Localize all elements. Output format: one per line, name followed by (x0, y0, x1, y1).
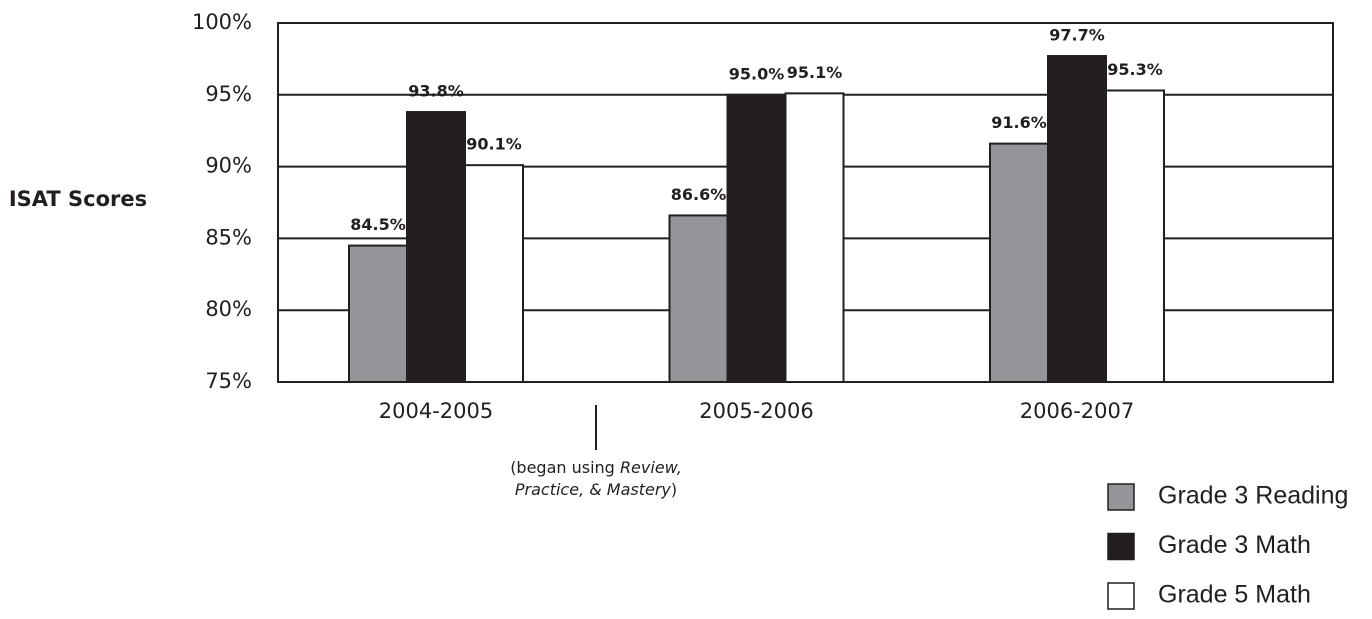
value-label: 95.3% (1107, 60, 1163, 79)
x-tick-label: 2005-2006 (699, 399, 813, 423)
bar (1047, 55, 1107, 383)
y-tick-label: 85% (205, 225, 252, 249)
value-label: 95.1% (787, 63, 843, 82)
x-tick-label: 2004-2005 (379, 399, 493, 423)
annotation-text: ) (671, 480, 677, 499)
annotation-text: Review, (620, 458, 682, 477)
bar (989, 142, 1049, 383)
bar (784, 92, 845, 383)
legend-label: Grade 3 Reading (1158, 482, 1348, 510)
legend-swatch (1107, 532, 1135, 561)
legend-label: Grade 5 Math (1158, 581, 1311, 609)
y-tick-label: 75% (205, 369, 252, 393)
y-tick-label: 100% (192, 10, 252, 34)
bar (348, 244, 408, 383)
annotation-text: Practice, & Mastery (515, 480, 672, 499)
bar (406, 111, 466, 383)
annotation-text: (began using (510, 458, 615, 477)
y-tick-label: 90% (205, 154, 252, 178)
value-label: 93.8% (408, 82, 464, 101)
y-tick-label: 95% (205, 82, 252, 106)
y-tick-label: 80% (205, 297, 252, 321)
value-label: 86.6% (671, 185, 727, 204)
annotation: Practice, & Mastery) (515, 480, 677, 499)
value-label: 91.6% (991, 113, 1047, 132)
annotation: (began using Review, (510, 458, 682, 477)
bar (464, 164, 524, 383)
x-tick-label: 2006-2007 (1020, 399, 1134, 423)
value-label: 97.7% (1049, 26, 1105, 45)
legend-swatch (1107, 483, 1135, 511)
y-axis-label: ISAT Scores (9, 187, 147, 211)
bar (726, 93, 787, 384)
value-label: 95.0% (729, 64, 785, 83)
legend-swatch (1107, 582, 1135, 610)
bar (1105, 89, 1165, 383)
bar (668, 214, 729, 383)
value-label: 84.5% (350, 215, 406, 234)
legend-label: Grade 3 Math (1158, 531, 1311, 559)
value-label: 90.1% (466, 135, 522, 154)
